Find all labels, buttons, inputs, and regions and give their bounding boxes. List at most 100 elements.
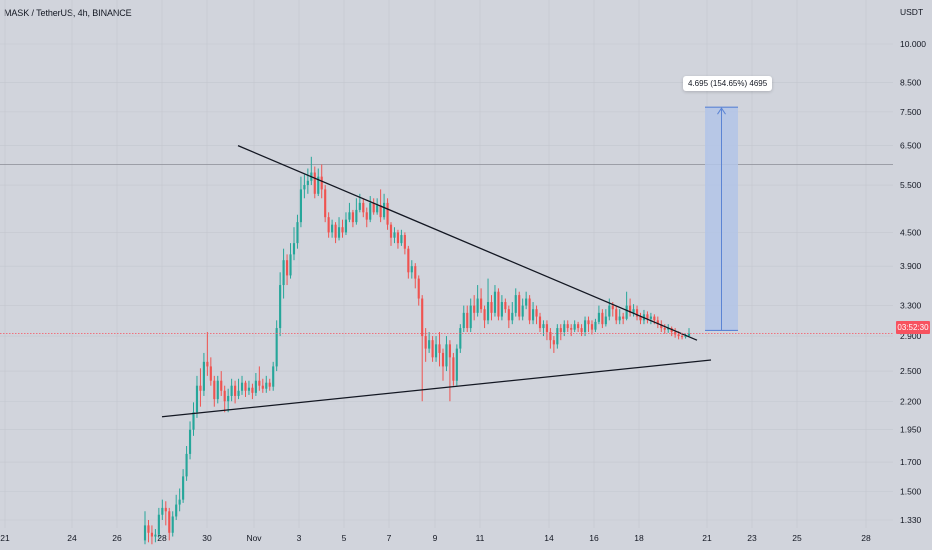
- candle-body: [261, 385, 264, 389]
- candle-body: [400, 235, 403, 244]
- candle-body: [625, 305, 628, 319]
- candle-body: [168, 511, 171, 533]
- y-tick-label: 1.700: [900, 457, 922, 467]
- x-tick-label: 30: [202, 533, 212, 543]
- candle-body: [178, 499, 181, 505]
- candles: [143, 156, 691, 545]
- candle-body: [303, 185, 306, 190]
- candle-body: [154, 534, 157, 537]
- candle-body: [247, 387, 251, 391]
- y-tick-label: 2.500: [900, 366, 922, 376]
- candle-body: [355, 209, 358, 223]
- candle-body: [514, 295, 517, 313]
- y-tick-label: 7.500: [900, 107, 922, 117]
- candle-body: [660, 324, 663, 329]
- candle-body: [272, 366, 275, 387]
- y-tick-label: 10.000: [900, 39, 926, 49]
- candle-body: [559, 328, 562, 333]
- candle-body: [337, 227, 341, 238]
- candle-body: [237, 390, 240, 396]
- candle-body: [396, 232, 400, 244]
- x-tick-label: 21: [0, 533, 10, 543]
- x-tick-label: 3: [297, 533, 302, 543]
- candle-body: [147, 525, 150, 533]
- candle-body: [545, 324, 549, 333]
- candle-body: [299, 189, 302, 223]
- candle-body: [265, 382, 268, 389]
- candle-body: [500, 302, 503, 317]
- candle-body: [351, 212, 354, 223]
- candle-body: [629, 305, 632, 313]
- x-tick-label: 18: [634, 533, 644, 543]
- y-tick-label: 8.500: [900, 77, 922, 87]
- x-axis[interactable]: 21 24 26 28 30 Nov 3 5 7 9 11 14 16 18 21 23 25 28: [0, 533, 871, 543]
- candle-body: [583, 320, 587, 333]
- candle-body: [653, 316, 656, 321]
- y-tick-label: 4.500: [900, 227, 922, 237]
- x-tick-label: 9: [433, 533, 438, 543]
- candle-body: [296, 222, 299, 244]
- candle-body: [344, 219, 348, 233]
- candle-body: [223, 390, 226, 402]
- y-tick-label: 1.330: [900, 515, 922, 525]
- candle-body: [649, 316, 652, 319]
- candle-body: [632, 309, 635, 313]
- candle-body: [538, 316, 542, 329]
- grid: [0, 0, 893, 528]
- candle-body: [220, 380, 223, 391]
- candle-body: [542, 324, 545, 329]
- candle-body: [483, 309, 486, 321]
- candle-body: [362, 202, 365, 213]
- candle-body: [556, 328, 559, 345]
- candle-body: [341, 227, 344, 233]
- candle-body: [209, 366, 212, 381]
- candle-body: [455, 348, 458, 381]
- candle-body: [275, 328, 278, 367]
- candle-body: [376, 205, 379, 213]
- candle-body: [331, 224, 334, 233]
- candle-body: [438, 344, 441, 353]
- candle-body: [639, 316, 642, 321]
- candle-body: [317, 176, 320, 194]
- x-tick-label: 21: [702, 533, 712, 543]
- candle-body: [521, 305, 524, 317]
- candle-body: [684, 336, 687, 338]
- candle-body: [597, 312, 600, 322]
- y-axis[interactable]: 1.330 1.500 1.700 1.950 2.200 2.500 2.900 3.300…: [900, 39, 926, 525]
- candle-body: [469, 305, 472, 329]
- candle-body: [199, 385, 202, 391]
- x-tick-label: 25: [792, 533, 802, 543]
- candle-body: [452, 357, 455, 381]
- candle-body: [216, 380, 219, 400]
- measure-projection[interactable]: [705, 106, 738, 332]
- trendlines[interactable]: [161, 145, 712, 418]
- descending-trendline: [237, 145, 698, 341]
- measure-label: 4.695 (154.65%) 4695: [683, 76, 773, 91]
- candle-body: [448, 344, 451, 358]
- candle-body: [206, 361, 209, 367]
- candle-body: [677, 334, 680, 337]
- candle-body: [566, 324, 569, 329]
- candle-body: [680, 336, 684, 338]
- candle-body: [157, 514, 160, 535]
- candle-body: [594, 321, 597, 330]
- candle-body: [403, 235, 406, 249]
- candle-body: [428, 340, 431, 349]
- candle-body: [608, 305, 611, 317]
- y-tick-label: 1.500: [900, 487, 922, 497]
- candle-body: [497, 291, 500, 317]
- candle-body: [254, 380, 257, 393]
- candle-body: [383, 202, 386, 218]
- candle-body: [379, 205, 382, 218]
- y-tick-label: 2.200: [900, 396, 922, 406]
- x-tick-label: 7: [387, 533, 392, 543]
- candle-body: [431, 340, 434, 358]
- candle-body: [324, 189, 327, 218]
- candle-body: [279, 285, 282, 329]
- candle-body: [424, 336, 427, 349]
- candle-body: [441, 352, 445, 367]
- candle-body: [549, 332, 552, 341]
- candle-body: [577, 324, 580, 329]
